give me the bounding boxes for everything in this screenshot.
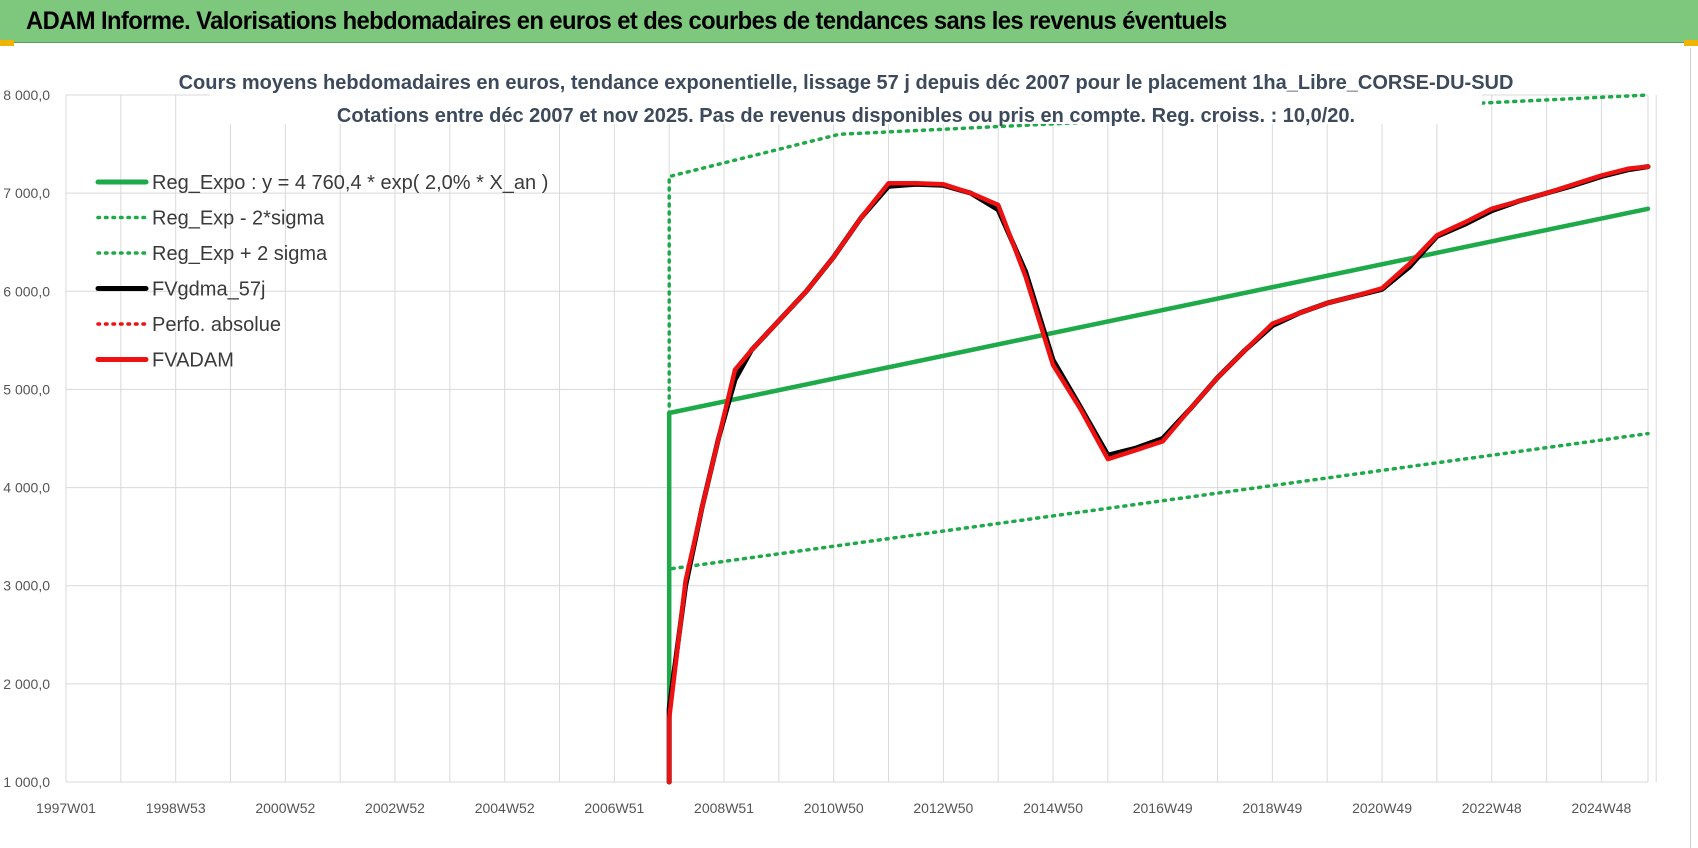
y-tick-label: 7 000,0 bbox=[3, 185, 50, 201]
chart-series bbox=[666, 93, 1651, 785]
legend-label: Reg_Exp + 2 sigma bbox=[152, 243, 328, 265]
series-line-4 bbox=[666, 164, 1651, 785]
x-tick-label: 2006W51 bbox=[584, 800, 644, 816]
x-tick-label: 2000W52 bbox=[255, 800, 315, 816]
chart-subtitle-line1: Cours moyens hebdomadaires en euros, ten… bbox=[179, 72, 1514, 94]
legend-label: Reg_Expo : y = 4 760,4 * exp( 2,0% * X_a… bbox=[152, 172, 548, 194]
legend-label: FVgdma_57j bbox=[152, 279, 265, 301]
y-tick-label: 5 000,0 bbox=[3, 381, 50, 397]
x-tick-label: 2002W52 bbox=[365, 800, 425, 816]
left-corner-marker bbox=[0, 40, 14, 46]
y-tick-label: 3 000,0 bbox=[3, 578, 50, 594]
x-tick-label: 2010W50 bbox=[804, 800, 864, 816]
x-tick-label: 1998W53 bbox=[146, 800, 206, 816]
y-tick-label: 4 000,0 bbox=[3, 480, 50, 496]
x-tick-label: 2008W51 bbox=[694, 800, 754, 816]
x-tick-label: 2020W49 bbox=[1352, 800, 1412, 816]
x-tick-label: 2018W49 bbox=[1242, 800, 1302, 816]
y-tick-label: 6 000,0 bbox=[3, 283, 50, 299]
x-tick-label: 2024W48 bbox=[1571, 800, 1631, 816]
chart-legend: Reg_Expo : y = 4 760,4 * exp( 2,0% * X_a… bbox=[95, 172, 548, 372]
chart-grid bbox=[65, 94, 1657, 783]
series-line-0 bbox=[666, 206, 1651, 785]
x-tick-label: 2016W49 bbox=[1133, 800, 1193, 816]
x-tick-label: 2022W48 bbox=[1462, 800, 1522, 816]
y-tick-label: 8 000,0 bbox=[3, 87, 50, 103]
x-tick-label: 1997W01 bbox=[36, 800, 96, 816]
page-title: ADAM Informe. Valorisations hebdomadaire… bbox=[26, 7, 1227, 35]
y-axis-ticks: 1 000,0 2 000,0 3 000,0 4 000,0 5 000,0 6 000… bbox=[3, 87, 50, 790]
x-tick-label: 2014W50 bbox=[1023, 800, 1083, 816]
subtitle-background bbox=[210, 66, 1482, 124]
right-corner-marker bbox=[1684, 40, 1698, 46]
legend-label: Perfo. absolue bbox=[152, 314, 281, 336]
series-line-3 bbox=[666, 164, 1651, 785]
y-tick-label: 2 000,0 bbox=[3, 676, 50, 692]
legend-label: FVADAM bbox=[152, 350, 234, 372]
chart-subtitle-line2: Cotations entre déc 2007 et nov 2025. Pa… bbox=[337, 105, 1355, 127]
x-tick-label: 2012W50 bbox=[913, 800, 973, 816]
legend-label: Reg_Exp - 2*sigma bbox=[152, 208, 325, 230]
header-bar: ADAM Informe. Valorisations hebdomadaire… bbox=[0, 0, 1698, 43]
x-tick-label: 2004W52 bbox=[475, 800, 535, 816]
x-axis-ticks: 1997W01 1998W53 2000W52 2002W52 2004W52 2006W… bbox=[36, 800, 1632, 816]
right-frame-line bbox=[1690, 48, 1691, 848]
y-tick-label: 1 000,0 bbox=[3, 774, 50, 790]
series-line-1 bbox=[667, 431, 1650, 784]
